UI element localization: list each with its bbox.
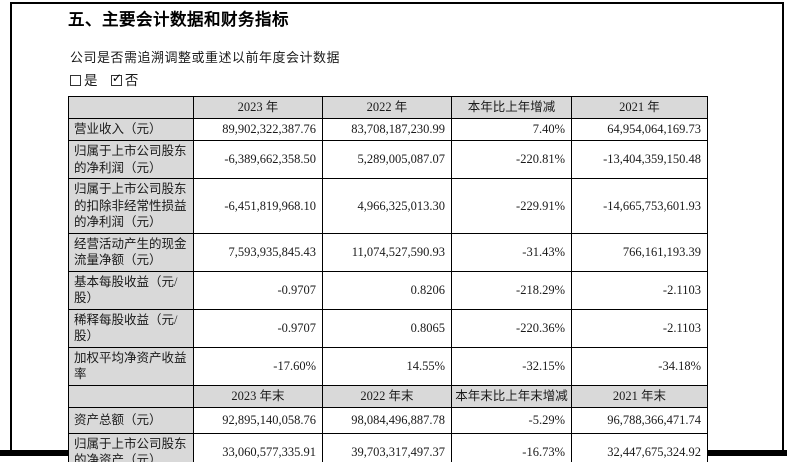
cell-2022: 83,708,187,230.99 [322, 118, 452, 141]
page-left-border [10, 2, 12, 450]
row-label: 归属于上市公司股东的扣除非经常性损益的净利润（元） [68, 178, 194, 234]
col-header-2023: 2023 年 [193, 96, 323, 119]
option-yes: 是 [70, 73, 98, 88]
page-right-border [782, 2, 784, 450]
table-row-total-assets: 资产总额（元） 92,895,140,058.76 98,084,496,887… [68, 406, 708, 434]
table-header-period-end: 2023 年末 2022 年末 本年末比上年末增减 2021 年末 [68, 384, 708, 408]
cell-2022: 98,084,496,887.78 [322, 406, 452, 434]
option-no: ✓ 否 [110, 71, 139, 88]
col-header-end-change: 本年末比上年末增减 [451, 384, 572, 408]
option-yes-label: 是 [84, 73, 98, 88]
cell-2023: 92,895,140,058.76 [193, 406, 323, 434]
row-label: 营业收入（元） [68, 118, 194, 141]
cell-2022: 11,074,527,590.93 [322, 232, 452, 272]
cell-change: -229.91% [451, 178, 572, 234]
table-row-net-profit-excl-nonrecurring: 归属于上市公司股东的扣除非经常性损益的净利润（元） -6,451,819,968… [68, 178, 708, 234]
cell-2021: -2.1103 [571, 270, 708, 310]
checkbox-yes-icon [70, 75, 81, 86]
cell-2023: -0.9707 [193, 270, 323, 310]
col-header-2023-end: 2023 年末 [193, 384, 323, 408]
header-blank-cell [68, 384, 194, 408]
cell-2022: 0.8065 [322, 308, 452, 348]
cell-2023: 7,593,935,845.43 [193, 232, 323, 272]
col-header-yoy-change: 本年比上年增减 [451, 96, 572, 119]
table-row-net-assets: 归属于上市公司股东的净资产（元） 33,060,577,335.91 39,70… [68, 432, 708, 462]
cell-change: -220.81% [451, 140, 572, 179]
table-row-weighted-avg-roe: 加权平均净资产收益率 -17.60% 14.55% -32.15% -34.18… [68, 346, 708, 386]
header-blank-cell [68, 96, 194, 119]
option-no-label: 否 [124, 73, 139, 88]
cell-2023: -17.60% [193, 346, 323, 386]
cell-2022: 4,966,325,013.30 [322, 178, 452, 234]
table-row-operating-cash-flow: 经营活动产生的现金流量净额（元） 7,593,935,845.43 11,074… [68, 232, 708, 272]
cell-change: -16.73% [451, 432, 572, 462]
cell-change: -32.15% [451, 346, 572, 386]
page-top-border [10, 2, 784, 4]
cell-change: 7.40% [451, 118, 572, 141]
cell-change: -5.29% [451, 406, 572, 434]
table-header-annual: 2023 年 2022 年 本年比上年增减 2021 年 [68, 96, 708, 119]
cell-2021: -14,665,753,601.93 [571, 178, 708, 234]
cell-2023: -0.9707 [193, 308, 323, 348]
row-label: 资产总额（元） [68, 406, 194, 434]
row-label: 稀释每股收益（元/股） [68, 308, 194, 348]
col-header-2021-end: 2021 年末 [571, 384, 708, 408]
cell-2021: -2.1103 [571, 308, 708, 348]
table-row-revenue: 营业收入（元） 89,902,322,387.76 83,708,187,230… [68, 118, 708, 141]
cell-2021: 96,788,366,471.74 [571, 406, 708, 434]
col-header-2021: 2021 年 [571, 96, 708, 119]
cell-2023: -6,451,819,968.10 [193, 178, 323, 234]
row-label: 归属于上市公司股东的净资产（元） [68, 432, 194, 462]
col-header-2022: 2022 年 [322, 96, 452, 119]
cell-2023: -6,389,662,358.50 [193, 140, 323, 179]
restatement-question: 公司是否需追溯调整或重述以前年度会计数据 [70, 50, 341, 65]
cell-change: -31.43% [451, 232, 572, 272]
cell-2023: 33,060,577,335.91 [193, 432, 323, 462]
cell-change: -218.29% [451, 270, 572, 310]
row-label: 经营活动产生的现金流量净额（元） [68, 232, 194, 272]
table-row-diluted-eps: 稀释每股收益（元/股） -0.9707 0.8065 -220.36% -2.1… [68, 308, 708, 348]
row-label: 归属于上市公司股东的净利润（元） [68, 140, 194, 179]
table-row-basic-eps: 基本每股收益（元/股） -0.9707 0.8206 -218.29% -2.1… [68, 270, 708, 310]
cell-2023: 89,902,322,387.76 [193, 118, 323, 141]
cell-2021: 32,447,675,324.92 [571, 432, 708, 462]
table-row-net-profit: 归属于上市公司股东的净利润（元） -6,389,662,358.50 5,289… [68, 140, 708, 179]
cell-2022: 5,289,005,087.07 [322, 140, 452, 179]
cell-change: -220.36% [451, 308, 572, 348]
row-label: 加权平均净资产收益率 [68, 346, 194, 386]
financial-indicators-table: 2023 年 2022 年 本年比上年增减 2021 年 营业收入（元） 89,… [68, 96, 708, 462]
row-label: 基本每股收益（元/股） [68, 270, 194, 310]
cell-2021: 64,954,064,169.73 [571, 118, 708, 141]
col-header-2022-end: 2022 年末 [322, 384, 452, 408]
cell-2021: 766,161,193.39 [571, 232, 708, 272]
checkbox-no-icon: ✓ [110, 71, 122, 86]
cell-2021: -13,404,359,150.48 [571, 140, 708, 179]
cell-2021: -34.18% [571, 346, 708, 386]
cell-2022: 14.55% [322, 346, 452, 386]
section-title: 五、主要会计数据和财务指标 [68, 11, 289, 29]
restatement-options: 是 ✓ 否 [70, 69, 148, 89]
cell-2022: 0.8206 [322, 270, 452, 310]
cell-2022: 39,703,317,497.37 [322, 432, 452, 462]
